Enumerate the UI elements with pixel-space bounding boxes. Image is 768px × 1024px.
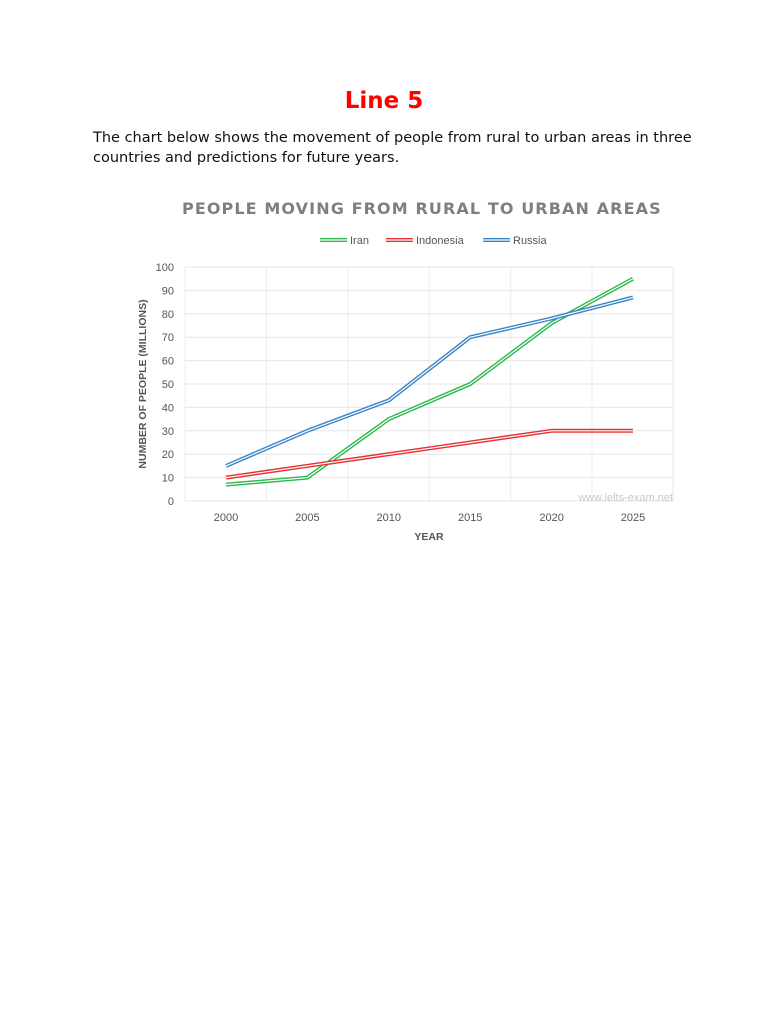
y-tick-label: 0 (168, 496, 174, 508)
x-tick-label: 2005 (295, 512, 319, 524)
legend-label: Iran (350, 235, 369, 247)
page-title: Line 5 (344, 88, 424, 114)
y-tick-label: 60 (162, 356, 174, 368)
legend-item-iran: Iran (320, 235, 369, 247)
chart-grid (184, 266, 674, 502)
x-axis-title: YEAR (414, 531, 444, 543)
series-line-highlight (225, 430, 633, 479)
y-axis: 0 10 20 30 40 50 60 70 80 90 100 (156, 262, 174, 508)
x-tick-label: 2020 (539, 512, 563, 524)
y-tick-label: 50 (162, 379, 174, 391)
series-indonesia (225, 428, 634, 480)
x-tick-label: 2010 (377, 512, 401, 524)
y-tick-label: 70 (162, 332, 174, 344)
y-tick-label: 90 (162, 285, 174, 297)
y-tick-label: 40 (162, 402, 174, 414)
series-line-highlight (225, 296, 634, 467)
chart-legend: Iran Indonesia Russia (320, 235, 548, 247)
x-axis: 2000 2005 2010 2015 2020 2025 (214, 512, 645, 524)
x-tick-label: 2025 (621, 512, 645, 524)
y-tick-label: 20 (162, 449, 174, 461)
x-tick-label: 2000 (214, 512, 238, 524)
legend-label: Indonesia (416, 235, 465, 247)
legend-item-indonesia: Indonesia (386, 235, 465, 247)
chart-title: PEOPLE MOVING FROM RURAL TO URBAN AREAS (182, 199, 662, 218)
y-tick-label: 80 (162, 309, 174, 321)
legend-item-russia: Russia (483, 235, 548, 247)
watermark: www.ielts-exam.net (577, 492, 673, 504)
series-russia (225, 295, 634, 468)
line-chart: PEOPLE MOVING FROM RURAL TO URBAN AREAS … (137, 199, 674, 543)
legend-label: Russia (513, 235, 548, 247)
y-tick-label: 100 (156, 262, 174, 274)
y-tick-label: 10 (162, 473, 174, 485)
y-axis-title: NUMBER OF PEOPLE (MILLIONS) (137, 299, 149, 468)
chart-description: The chart below shows the movement of pe… (93, 130, 692, 166)
chart-series (225, 276, 634, 487)
y-tick-label: 30 (162, 426, 174, 438)
x-tick-label: 2015 (458, 512, 482, 524)
